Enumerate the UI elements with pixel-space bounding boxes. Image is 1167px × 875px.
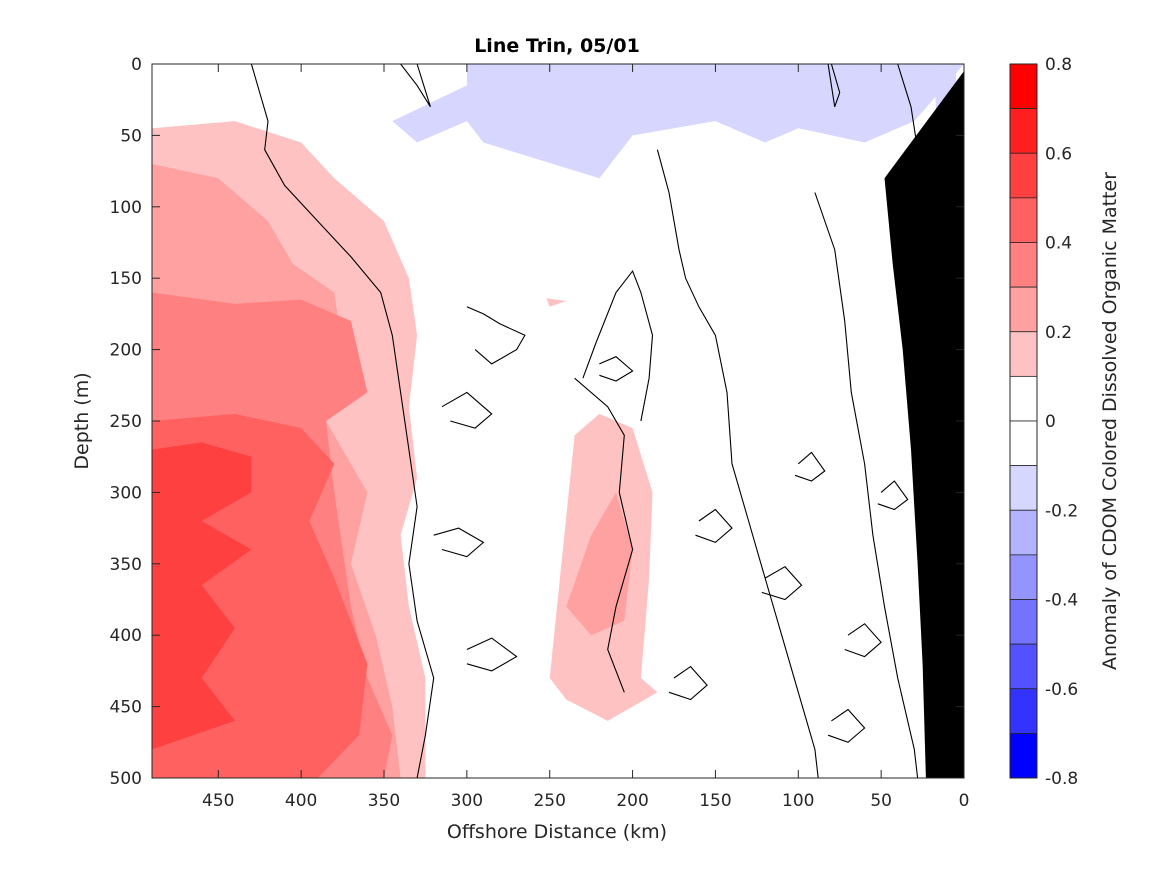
x-tick-label-450: 450 [202, 791, 234, 811]
x-tick-label-250: 250 [533, 791, 565, 811]
zero-contour-5 [400, 64, 431, 108]
colorbar-band-7 [1009, 375, 1038, 422]
colorbar-tick-label--0.4: -0.4 [1045, 591, 1078, 611]
chart-title: Line Trin, 05/01 [474, 35, 640, 57]
zero-contour-3 [574, 377, 634, 693]
zero-contour-2 [582, 269, 654, 422]
colorbar-tick-label-0: 0 [1045, 412, 1056, 432]
colorbar-ticks: 0.8 0.6 0.4 0.2 0 -0.2 -0.4 -0.6 -0.8 [1045, 55, 1078, 789]
zero-contour-17 [599, 356, 634, 382]
colorbar-band-13 [1009, 643, 1038, 690]
x-tick-label-150: 150 [699, 791, 731, 811]
colorbar-band-6 [1009, 331, 1038, 377]
y-axis-ticks: 0 50 100 150 200 250 300 350 400 450 500 [110, 55, 964, 789]
colorbar: 0.8 0.6 0.4 0.2 0 -0.2 -0.4 -0.6 -0.8 Anomaly of… [1009, 55, 1121, 789]
anomaly-region-4 [152, 442, 252, 750]
y-tick-label-150: 150 [110, 269, 142, 289]
zero-contour-16 [827, 708, 866, 743]
x-tick-label-300: 300 [451, 791, 483, 811]
colorbar-band-14 [1009, 688, 1038, 734]
y-tick-label-350: 350 [110, 555, 142, 575]
y-axis-label: Depth (m) [71, 372, 93, 469]
colorbar-band-10 [1009, 509, 1038, 556]
zero-contour-19 [794, 451, 826, 482]
zero-contour-8 [466, 306, 526, 365]
y-tick-label-450: 450 [110, 698, 142, 718]
colorbar-label: Anomaly of CDOM Colored Dissolved Organi… [1099, 172, 1121, 670]
colorbar-tick-label-0.2: 0.2 [1045, 323, 1072, 343]
zero-contour-15 [844, 623, 882, 658]
colorbar-frame [1009, 63, 1038, 779]
x-tick-label-350: 350 [368, 791, 400, 811]
colorbar-band-2 [1009, 152, 1038, 199]
colorbar-band-1 [1009, 108, 1038, 154]
colorbar-tick-label-0.8: 0.8 [1045, 55, 1072, 75]
y-tick-label-50: 50 [120, 126, 142, 146]
x-tick-label-200: 200 [616, 791, 648, 811]
zero-contour-18 [877, 480, 909, 511]
y-tick-label-100: 100 [110, 198, 142, 218]
seafloor-polygon [884, 71, 964, 778]
y-tick-label-200: 200 [110, 341, 142, 361]
anomaly-region-8 [284, 64, 964, 179]
colorbar-band-5 [1009, 286, 1038, 333]
x-axis-label: Offshore Distance (km) [447, 821, 667, 843]
x-tick-label-0: 0 [959, 791, 970, 811]
y-tick-label-250: 250 [110, 412, 142, 432]
colorbar-tick-label-0.6: 0.6 [1045, 144, 1072, 164]
zero-contour-6 [827, 64, 841, 107]
anomaly-region-7 [546, 298, 567, 307]
colorbar-band-3 [1009, 197, 1038, 243]
x-tick-label-100: 100 [782, 791, 814, 811]
colorbar-tick-label-0.4: 0.4 [1045, 234, 1072, 254]
zero-contour-11 [466, 637, 518, 672]
colorbar-tick-label--0.2: -0.2 [1045, 501, 1078, 521]
zero-contour-14 [668, 665, 708, 701]
zero-contour-12 [695, 508, 733, 544]
x-axis-ticks: 450 400 350 300 250 200 150 100 50 0 [202, 64, 969, 811]
colorbar-band-12 [1009, 599, 1038, 645]
colorbar-band-11 [1009, 554, 1038, 600]
zero-contour-9 [441, 391, 493, 429]
colorbar-bands [1009, 63, 1038, 779]
zero-contour-4 [814, 192, 919, 778]
y-tick-label-300: 300 [110, 483, 142, 503]
colorbar-band-4 [1009, 242, 1038, 288]
plot-area: 450 400 350 300 250 200 150 100 50 0 050100150200… [110, 55, 970, 811]
colorbar-band-8 [1009, 420, 1038, 467]
anomaly-fill-regions [152, 64, 964, 778]
colorbar-band-9 [1009, 465, 1038, 511]
colorbar-band-15 [1009, 732, 1038, 779]
x-tick-label-400: 400 [285, 791, 317, 811]
colorbar-tick-label--0.8: -0.8 [1045, 769, 1078, 789]
colorbar-band-0 [1009, 63, 1038, 110]
y-tick-label-500: 500 [110, 769, 142, 789]
x-tick-label-50: 50 [870, 791, 892, 811]
zero-contour-1 [656, 149, 819, 778]
zero-contour-13 [761, 566, 803, 601]
seafloor-mask [884, 71, 964, 778]
y-tick-label-0: 0 [131, 55, 142, 75]
zero-contour-10 [433, 527, 485, 558]
zero-contour-lines [250, 64, 952, 778]
colorbar-tick-label--0.6: -0.6 [1045, 680, 1078, 700]
y-tick-label-400: 400 [110, 626, 142, 646]
zero-contour-0 [250, 64, 435, 778]
anomaly-region-6 [566, 492, 633, 636]
